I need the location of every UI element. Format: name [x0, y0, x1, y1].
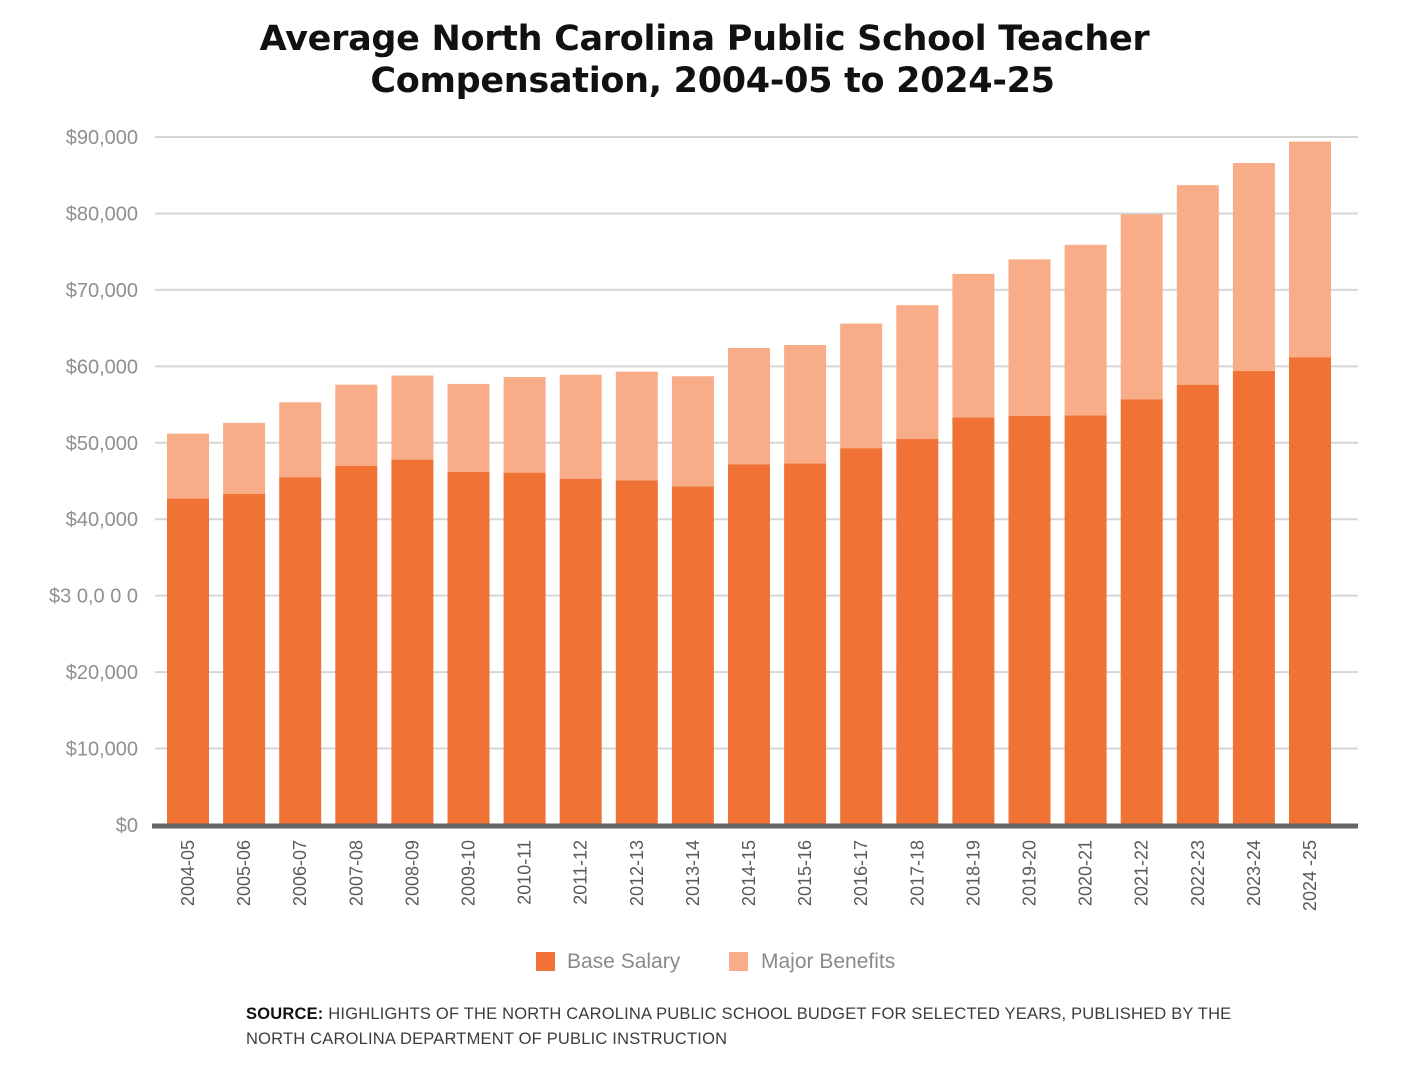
y-tick-label: $80,000	[66, 203, 138, 225]
y-tick-label: $20,000	[66, 662, 138, 684]
bar-base-salary	[1232, 370, 1275, 825]
chart-title: Average North Carolina Public School Tea…	[0, 18, 1425, 102]
x-tick-label: 2017-18	[907, 840, 927, 906]
x-tick-label: 2016-17	[851, 840, 871, 906]
y-axis-tick-labels: $0 $10,000 $20,000 $3 0,0 0 0 $40,000 $50,000…	[49, 127, 138, 837]
bar-major-benefits	[335, 384, 378, 466]
bar-base-salary	[784, 463, 827, 825]
bar-major-benefits	[671, 376, 714, 487]
bar-base-salary	[335, 465, 378, 825]
bar-major-benefits	[615, 371, 658, 481]
x-tick-label: 2006-07	[290, 840, 310, 906]
bar-major-benefits	[167, 433, 209, 499]
legend-item: Base Salary	[536, 950, 681, 973]
bar-major-benefits	[279, 402, 322, 478]
bar-base-salary	[896, 438, 939, 825]
x-tick-label: 2013-14	[683, 840, 703, 906]
bar-base-salary	[391, 459, 434, 825]
x-tick-label: 2024 -25	[1300, 840, 1320, 911]
bars	[167, 141, 1331, 825]
bar-major-benefits	[1176, 185, 1219, 385]
bar-base-salary	[728, 464, 770, 825]
bar-base-salary	[952, 417, 995, 825]
bar-major-benefits	[503, 377, 546, 473]
bar-major-benefits	[728, 347, 770, 465]
bar-major-benefits	[1064, 244, 1107, 416]
legend-item: Major Benefits	[729, 950, 895, 973]
bar-major-benefits	[391, 375, 434, 460]
source-text: HIGHLIGHTS OF THE NORTH CAROLINA PUBLIC …	[246, 1005, 1232, 1048]
bar-base-salary	[1008, 416, 1051, 825]
legend: Base Salary Major Benefits	[536, 950, 895, 973]
bar-base-salary	[1176, 384, 1219, 825]
x-tick-label: 2009-10	[459, 840, 479, 906]
bar-major-benefits	[952, 273, 995, 418]
x-tick-label: 2021-22	[1132, 840, 1152, 906]
x-tick-label: 2010-11	[515, 840, 535, 905]
y-tick-label: $0	[116, 815, 138, 837]
chart-title-line-2: Compensation, 2004-05 to 2024-25	[370, 61, 1055, 101]
bar-base-salary	[615, 480, 658, 825]
x-tick-label: 2008-09	[402, 840, 422, 906]
y-tick-label: $10,000	[66, 739, 138, 761]
bar-major-benefits	[559, 374, 602, 479]
source-label: SOURCE:	[246, 1005, 324, 1023]
bar-major-benefits	[784, 344, 827, 464]
y-tick-label: $3 0,0 0 0	[49, 586, 138, 608]
source-note: SOURCE: HIGHLIGHTS OF THE NORTH CAROLINA…	[246, 1002, 1246, 1052]
bar-base-salary	[1289, 357, 1331, 825]
bar-base-salary	[559, 478, 602, 825]
x-tick-label: 2022-23	[1188, 840, 1208, 906]
y-tick-label: $50,000	[66, 433, 138, 455]
legend-label: Base Salary	[567, 950, 681, 973]
x-tick-label: 2019-20	[1020, 840, 1040, 906]
bar-major-benefits	[840, 323, 883, 449]
bar-base-salary	[279, 477, 322, 825]
bar-base-salary	[447, 471, 490, 825]
x-tick-label: 2014-15	[739, 840, 759, 906]
x-axis-tick-labels: 2004-05 2005-06 2006-07 2007-08 2008-09 2009-…	[178, 840, 1320, 911]
bar-base-salary	[1120, 399, 1163, 825]
bar-major-benefits	[223, 422, 266, 494]
bar-base-salary	[840, 448, 883, 825]
y-tick-label: $70,000	[66, 280, 138, 302]
bar-base-salary	[1064, 415, 1107, 825]
x-tick-label: 2012-13	[627, 840, 647, 906]
bar-major-benefits	[1232, 162, 1275, 371]
y-tick-label: $90,000	[66, 127, 138, 149]
legend-swatch	[729, 952, 748, 971]
bar-major-benefits	[1289, 141, 1331, 358]
x-tick-label: 2023-24	[1244, 840, 1264, 906]
bar-base-salary	[167, 498, 209, 825]
y-tick-label: $40,000	[66, 509, 138, 531]
x-tick-label: 2020-21	[1076, 840, 1096, 906]
x-tick-label: 2005-06	[234, 840, 254, 906]
stacked-bar-chart: $0 $10,000 $20,000 $3 0,0 0 0 $40,000 $50,000…	[49, 127, 1358, 973]
x-tick-label: 2015-16	[795, 840, 815, 906]
bar-base-salary	[503, 472, 546, 825]
bar-major-benefits	[447, 383, 490, 472]
bar-major-benefits	[1008, 259, 1051, 417]
x-tick-label: 2007-08	[346, 840, 366, 906]
bar-base-salary	[223, 493, 266, 825]
bar-major-benefits	[1120, 214, 1163, 400]
bar-base-salary	[671, 486, 714, 825]
x-tick-label: 2011-12	[571, 840, 591, 905]
chart-title-line-1: Average North Carolina Public School Tea…	[259, 19, 1150, 59]
legend-swatch	[536, 952, 555, 971]
x-tick-label: 2004-05	[178, 840, 198, 906]
y-tick-label: $60,000	[66, 356, 138, 378]
legend-label: Major Benefits	[761, 950, 895, 973]
x-tick-label: 2018-19	[963, 840, 983, 906]
bar-major-benefits	[896, 305, 939, 439]
